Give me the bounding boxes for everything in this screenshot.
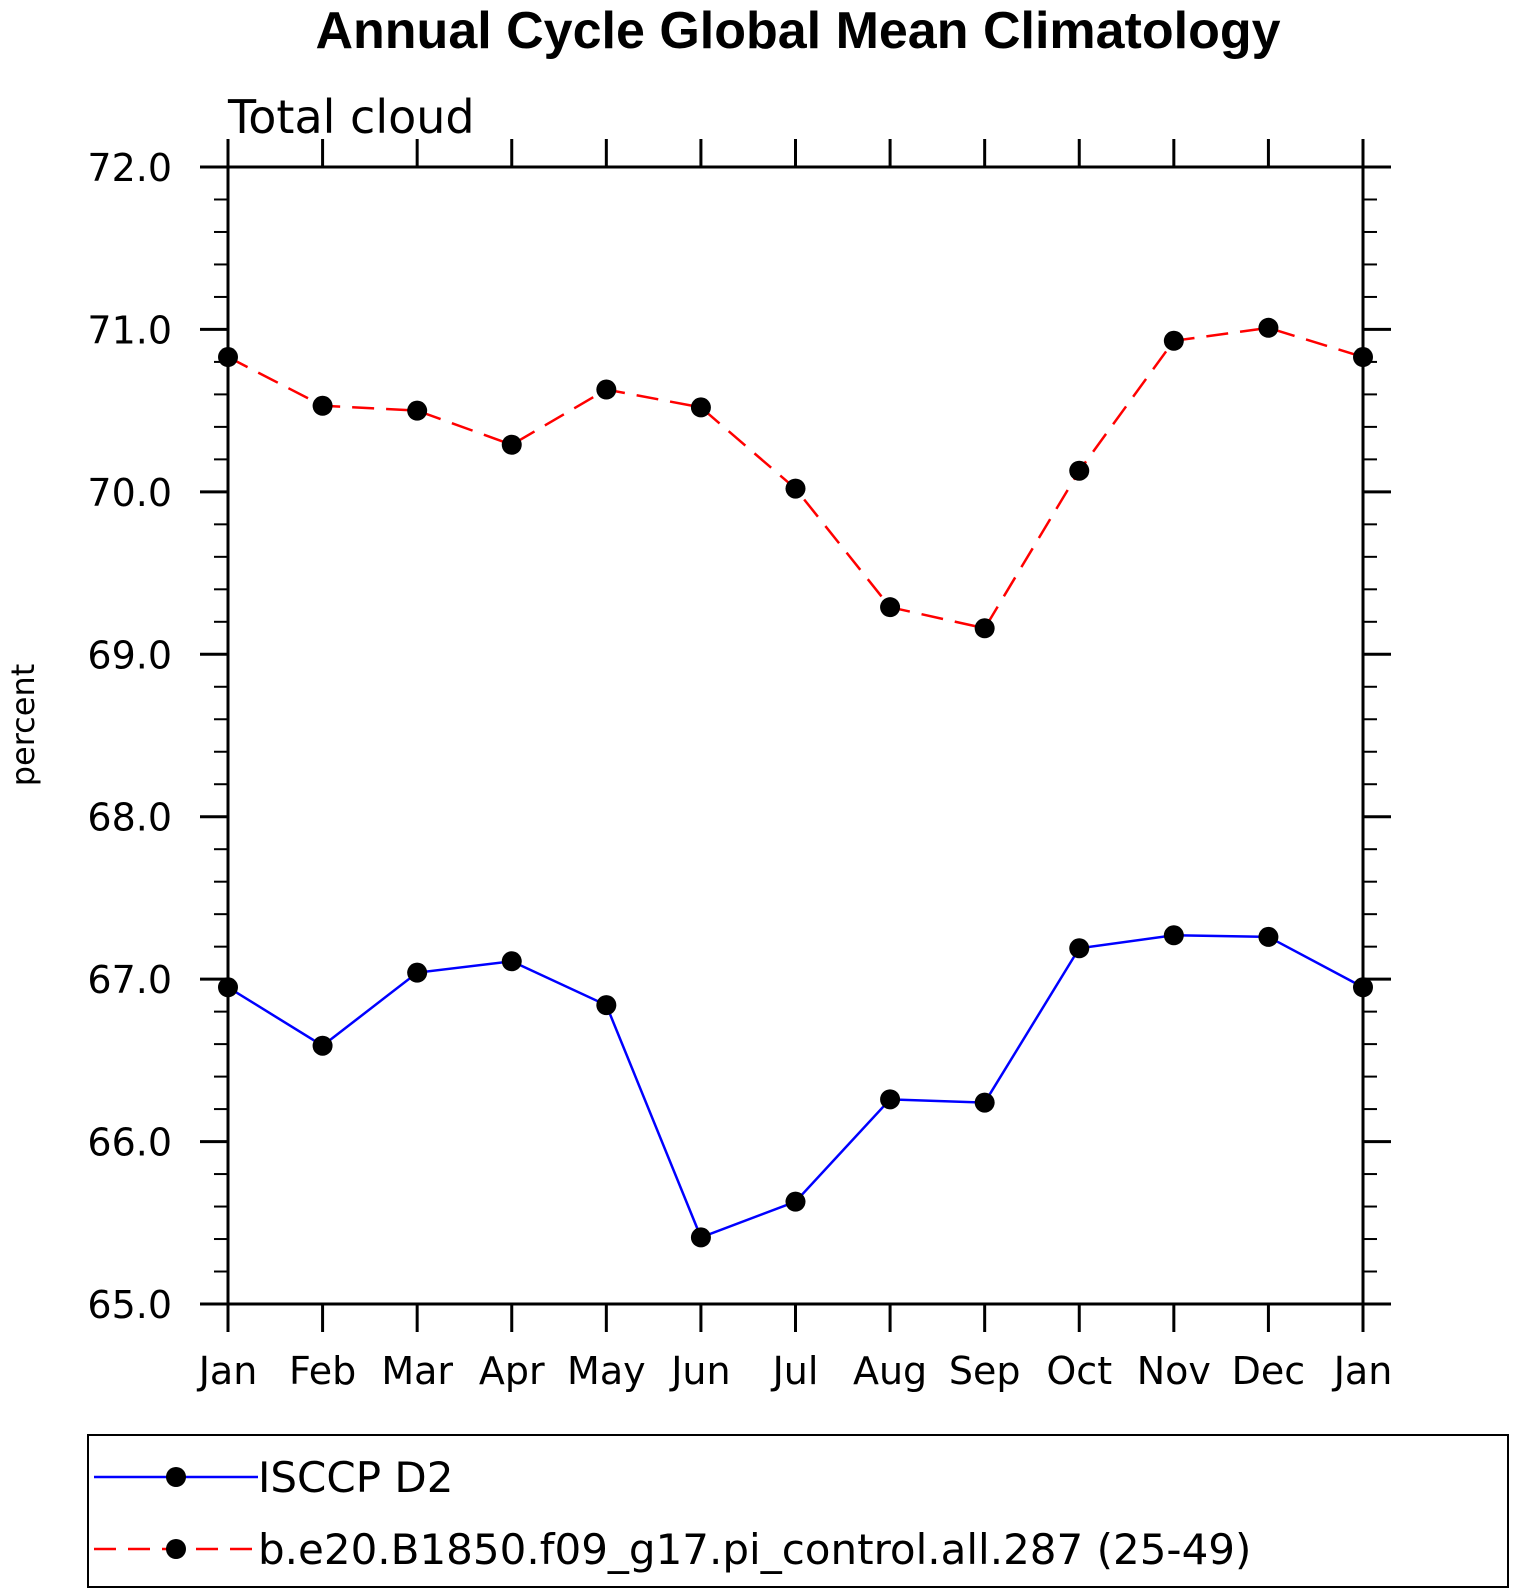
data-point (596, 379, 617, 400)
data-point (785, 478, 806, 499)
legend-box (87, 1434, 1509, 1588)
x-tick-label: Jan (197, 1349, 258, 1393)
data-point (218, 977, 238, 998)
y-tick-label: 71.0 (87, 308, 172, 352)
data-point (501, 434, 522, 455)
x-tick-label: Dec (1232, 1349, 1306, 1393)
data-point (690, 1227, 711, 1248)
data-point (880, 1089, 901, 1110)
legend-entry-model: b.e20.B1850.f09_g17.pi_control.all.287 (… (94, 1525, 1251, 1574)
x-tick-label: Jun (669, 1349, 730, 1393)
data-point (1353, 977, 1373, 998)
y-tick-label: 67.0 (87, 958, 172, 1002)
data-point (690, 397, 711, 418)
data-point (974, 1092, 995, 1113)
y-tick-labels: 65.0 66.0 67.0 68.0 69.0 70.0 71.0 72.0 (87, 146, 172, 1327)
data-point (1258, 317, 1279, 338)
x-tick-label: Feb (289, 1349, 356, 1393)
data-point (880, 597, 901, 618)
x-tick-label: Aug (853, 1349, 927, 1393)
data-point (596, 995, 617, 1016)
axis-ticks (200, 139, 1391, 1332)
y-tick-label: 69.0 (87, 633, 172, 677)
y-tick-label: 72.0 (87, 146, 172, 190)
y-tick-label: 70.0 (87, 471, 172, 515)
x-tick-label: Sep (949, 1349, 1021, 1393)
y-tick-label: 66.0 (87, 1121, 172, 1165)
x-tick-label: Apr (479, 1349, 545, 1393)
data-point (1353, 347, 1373, 368)
data-point (974, 618, 995, 639)
legend-label-model: b.e20.B1850.f09_g17.pi_control.all.287 (… (258, 1525, 1251, 1574)
data-point (1163, 330, 1184, 351)
x-tick-label: Jul (771, 1349, 819, 1393)
series-line-1 (227, 326, 1364, 630)
chart-subtitle: Total cloud (227, 90, 475, 144)
legend-label-isccp: ISCCP D2 (258, 1453, 453, 1502)
x-tick-labels: Jan Feb Mar Apr May Jun Jul Aug Sep Oct Nov Dec Jan (197, 1349, 1393, 1393)
data-point (785, 1191, 806, 1212)
series-layer (218, 317, 1373, 1248)
legend-marker-isccp (166, 1467, 186, 1487)
legend-entry-isccp: ISCCP D2 (94, 1453, 453, 1502)
y-axis-label: percent (4, 664, 42, 787)
y-tick-label: 65.0 (87, 1283, 172, 1327)
data-point (312, 1035, 333, 1056)
x-tick-label: Oct (1046, 1349, 1112, 1393)
data-point (312, 395, 333, 416)
data-point (407, 400, 428, 421)
data-point (218, 347, 238, 368)
data-point (1069, 460, 1090, 481)
data-point (407, 962, 428, 983)
chart-title: Annual Cycle Global Mean Climatology (315, 2, 1280, 60)
x-tick-label: Mar (381, 1349, 453, 1393)
legend-marker-model (166, 1539, 186, 1559)
data-point (1163, 925, 1184, 946)
data-point (1258, 926, 1279, 947)
x-tick-label: May (567, 1349, 646, 1393)
data-point (1069, 938, 1090, 959)
y-tick-label: 68.0 (87, 796, 172, 840)
x-tick-label: Jan (1332, 1349, 1393, 1393)
data-point (501, 951, 522, 972)
x-tick-label: Nov (1137, 1349, 1211, 1393)
